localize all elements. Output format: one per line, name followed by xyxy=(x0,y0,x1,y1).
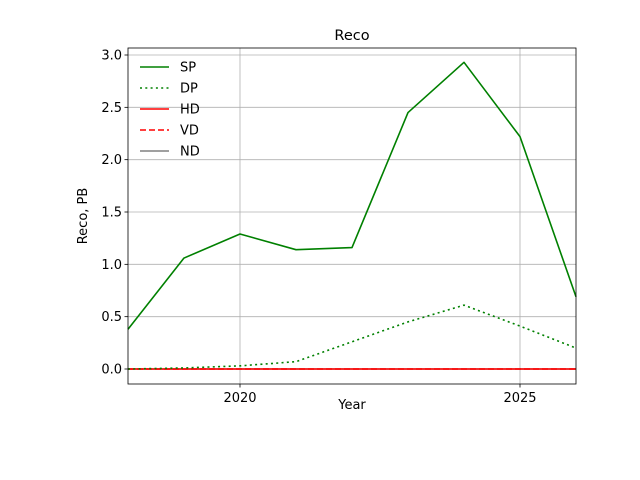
y-tick-label: 0.5 xyxy=(101,310,122,325)
y-tick-label: 2.5 xyxy=(101,101,122,116)
legend-label-dp: DP xyxy=(180,82,198,97)
series-line-sp xyxy=(127,61,577,330)
series-line-dp xyxy=(127,304,577,370)
axes: 0.0 0.5 1.0 1.5 2.0 2.5 3.0 2020 2025 xyxy=(101,47,577,406)
x-axis-label: Year xyxy=(337,398,366,413)
chart-title: Reco xyxy=(334,28,369,44)
y-tick-label: 2.0 xyxy=(101,153,122,168)
y-tick-label: 1.0 xyxy=(101,258,122,273)
series-lines xyxy=(127,61,577,370)
y-tick-label: 0.0 xyxy=(101,363,122,378)
grid xyxy=(128,48,576,384)
axes-frame xyxy=(127,47,577,385)
y-axis-label: Reco, PB xyxy=(76,188,91,245)
legend-label-hd: HD xyxy=(180,103,200,118)
y-tick-label: 3.0 xyxy=(101,49,122,64)
x-tick-label: 2025 xyxy=(503,391,536,406)
legend-label-vd: VD xyxy=(180,124,199,139)
legend-label-sp: SP xyxy=(180,61,196,76)
x-tick-label: 2020 xyxy=(223,391,256,406)
legend-label-nd: ND xyxy=(180,145,200,160)
y-tick-label: 1.5 xyxy=(101,206,122,221)
legend: SP DP HD VD ND xyxy=(140,61,200,160)
